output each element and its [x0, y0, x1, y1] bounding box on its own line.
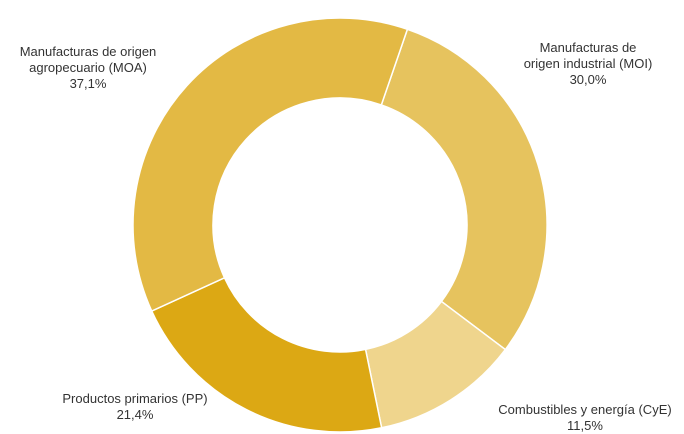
category-label: Manufacturas de origen agropecuario (MOA… — [19, 44, 157, 75]
category-label: Manufacturas de origen industrial (MOI) — [523, 40, 653, 71]
category-label: Productos primarios (PP) — [62, 391, 208, 406]
category-label: Combustibles y energía (CyE) — [498, 402, 672, 417]
value-label: 11,5% — [567, 418, 603, 433]
value-label: 37,1% — [69, 76, 107, 91]
donut-slice — [380, 28, 548, 351]
value-label: 30,0% — [569, 72, 607, 87]
slice-label: Manufacturas de origen agropecuario (MOA… — [0, 44, 208, 92]
value-label: 21,4% — [116, 407, 154, 422]
slice-label: Productos primarios (PP) 21,4% — [15, 391, 255, 423]
donut-slice — [150, 276, 383, 432]
slice-label: Manufacturas de origen industrial (MOI) 3… — [468, 40, 684, 88]
slice-label: Combustibles y energía (CyE) 11,5% — [465, 402, 684, 434]
donut-slice — [132, 17, 409, 313]
